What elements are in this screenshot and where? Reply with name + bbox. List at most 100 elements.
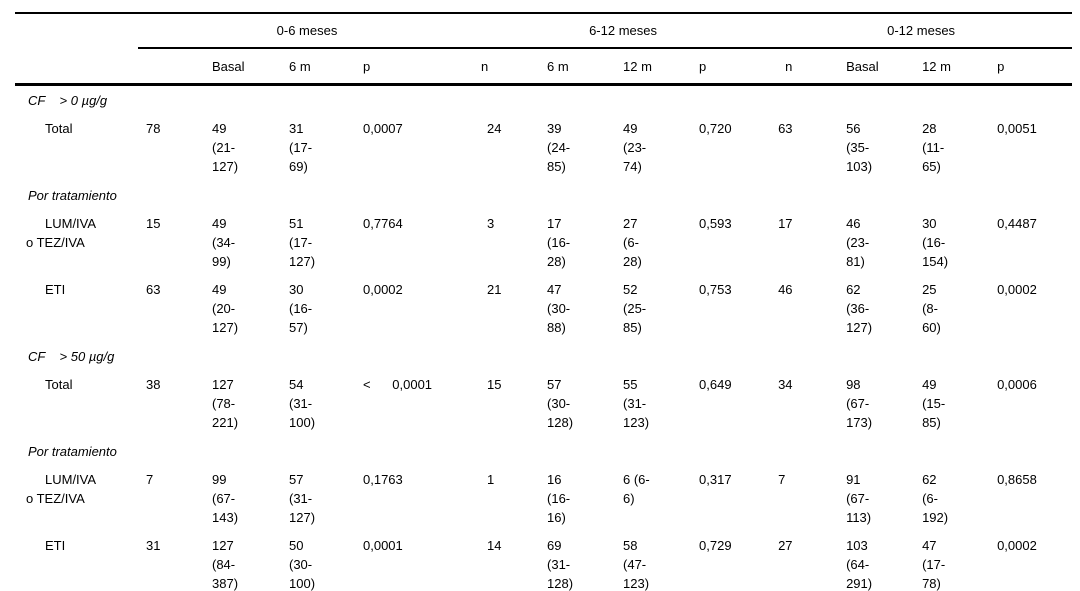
table-cell: 0,8658: [997, 472, 1037, 487]
table-cell: 0,0002: [363, 282, 403, 297]
table-cell: < 0,0001: [363, 377, 433, 392]
data-row: Total 78 49 (21- 127) 31 (17- 69) 0,0007 24 39…: [15, 115, 1072, 181]
table-cell: 0,0001: [363, 538, 403, 553]
section-label: CF > 50 µg/g: [28, 349, 115, 364]
column-header-12m: 12 m: [615, 48, 692, 86]
table-cell: 49 (15- 85): [922, 377, 946, 430]
column-header-12m: 12 m: [914, 48, 990, 86]
row-label: LUM/IVA o TEZ/IVA: [26, 216, 97, 250]
table-cell: 103 (64- 291): [846, 538, 873, 591]
group-header-6-12-meses: 6-12 meses: [476, 13, 771, 49]
table-cell: 0,0006: [997, 377, 1037, 392]
table-cell: 46 (23- 81): [846, 216, 870, 269]
section-row: CF > 0 µg/g: [15, 85, 1072, 116]
results-table: 0-6 meses 6-12 meses 0-12 meses Basal 6 …: [15, 12, 1073, 591]
section-row: Por tratamiento: [15, 437, 1072, 466]
table-cell: 46: [778, 282, 793, 297]
table-cell: 69 (31- 128): [547, 538, 574, 591]
row-label: Total: [45, 377, 73, 392]
table-cell: 1: [487, 472, 495, 487]
table-cell: 0,593: [699, 216, 732, 231]
row-label: LUM/IVA o TEZ/IVA: [26, 472, 97, 506]
table-cell: 21: [487, 282, 502, 297]
table-cell: 31: [146, 538, 161, 553]
table-cell: 25 (8- 60): [922, 282, 941, 335]
table-cell: 0,4487: [997, 216, 1037, 231]
table-cell: 91 (67- 113): [846, 472, 872, 525]
table-cell: 0,0051: [997, 121, 1037, 136]
section-label: Por tratamiento: [28, 444, 117, 459]
table-cell: 63: [778, 121, 793, 136]
table-cell: 127 (84- 387): [212, 538, 239, 591]
table-cell: 49 (21- 127): [212, 121, 239, 174]
table-cell: 56 (35- 103): [846, 121, 873, 174]
table-cell: 7: [778, 472, 786, 487]
data-row: Total 38 127 (78- 221) 54 (31- 100) < 0,0001…: [15, 371, 1072, 437]
empty-corner-cell: [15, 13, 138, 48]
table-cell: 39 (24- 85): [547, 121, 571, 174]
section-label: CF > 0 µg/g: [28, 93, 108, 108]
section-row: CF > 50 µg/g: [15, 342, 1072, 371]
table-cell: 31 (17- 69): [289, 121, 313, 174]
table-cell: 62 (36- 127): [846, 282, 873, 335]
table-cell: 55 (31- 123): [623, 377, 650, 430]
table-cell: 15: [487, 377, 502, 392]
table-cell: 3: [487, 216, 495, 231]
column-header-6m: 6 m: [539, 48, 616, 86]
table-cell: 52 (25- 85): [623, 282, 647, 335]
group-header-0-6-meses: 0-6 meses: [138, 13, 477, 49]
column-header-n: n: [476, 48, 540, 86]
table-cell: 49 (34- 99): [212, 216, 236, 269]
table-cell: 28 (11- 65): [922, 121, 945, 174]
column-header-n: n: [770, 48, 839, 86]
table-cell: 17 (16- 28): [547, 216, 571, 269]
column-header-p: p: [989, 48, 1073, 86]
table-cell: 0,0002: [997, 538, 1037, 553]
column-header-p: p: [691, 48, 771, 86]
table-body: CF > 0 µg/g Total 78 49 (21- 127) 31 (17- 69…: [15, 85, 1072, 591]
table-cell: 0,1763: [363, 472, 403, 487]
table-cell: 7: [146, 472, 154, 487]
table-cell: 49 (20- 127): [212, 282, 239, 335]
row-label: Total: [45, 121, 73, 136]
table-cell: 27 (6- 28): [623, 216, 642, 269]
table-cell: 27: [778, 538, 793, 553]
table-cell: 34: [778, 377, 793, 392]
row-label: ETI: [45, 538, 66, 553]
column-header-p: p: [355, 48, 477, 86]
data-row: LUM/IVA o TEZ/IVA 7 99 (67- 143) 57 (31- 12…: [15, 466, 1072, 532]
table-cell: 99 (67- 143): [212, 472, 239, 525]
table-cell: 0,729: [699, 538, 732, 553]
data-row: ETI 31 127 (84- 387) 50 (30- 100) 0,0001 14 69…: [15, 532, 1072, 591]
table-cell: 15: [146, 216, 161, 231]
column-header: [15, 48, 138, 86]
table-cell: 62 (6- 192): [922, 472, 949, 525]
table-cell: 57 (30- 128): [547, 377, 574, 430]
column-header-6m: 6 m: [281, 48, 355, 86]
table-cell: 0,317: [699, 472, 732, 487]
table-cell: 30 (16- 154): [922, 216, 949, 269]
table-cell: 38: [146, 377, 161, 392]
table-cell: 0,0007: [363, 121, 403, 136]
table-cell: 6 (6- 6): [623, 472, 650, 506]
section-label: Por tratamiento: [28, 188, 117, 203]
table-cell: 58 (47- 123): [623, 538, 650, 591]
column-header-row: Basal 6 m p n 6 m 12 m p n Basal 12 m p: [15, 48, 1073, 86]
table-cell: 98 (67- 173): [846, 377, 873, 430]
group-header-row: 0-6 meses 6-12 meses 0-12 meses: [15, 13, 1073, 49]
table-cell: 63: [146, 282, 161, 297]
data-row: LUM/IVA o TEZ/IVA 15 49 (34- 99) 51 (17- 12…: [15, 210, 1072, 276]
column-header-basal: Basal: [838, 48, 915, 86]
table-cell: 24: [487, 121, 502, 136]
table-cell: 16 (16- 16): [547, 472, 571, 525]
table-cell: 54 (31- 100): [289, 377, 316, 430]
table-cell: 0,720: [699, 121, 732, 136]
table-cell: 51 (17- 127): [289, 216, 316, 269]
table-cell: 78: [146, 121, 161, 136]
table-cell: 50 (30- 100): [289, 538, 316, 591]
table-cell: 30 (16- 57): [289, 282, 313, 335]
table-cell: 47 (30- 88): [547, 282, 571, 335]
table-cell: 0,649: [699, 377, 732, 392]
table-cell: 0,7764: [363, 216, 403, 231]
table-cell: 14: [487, 538, 502, 553]
